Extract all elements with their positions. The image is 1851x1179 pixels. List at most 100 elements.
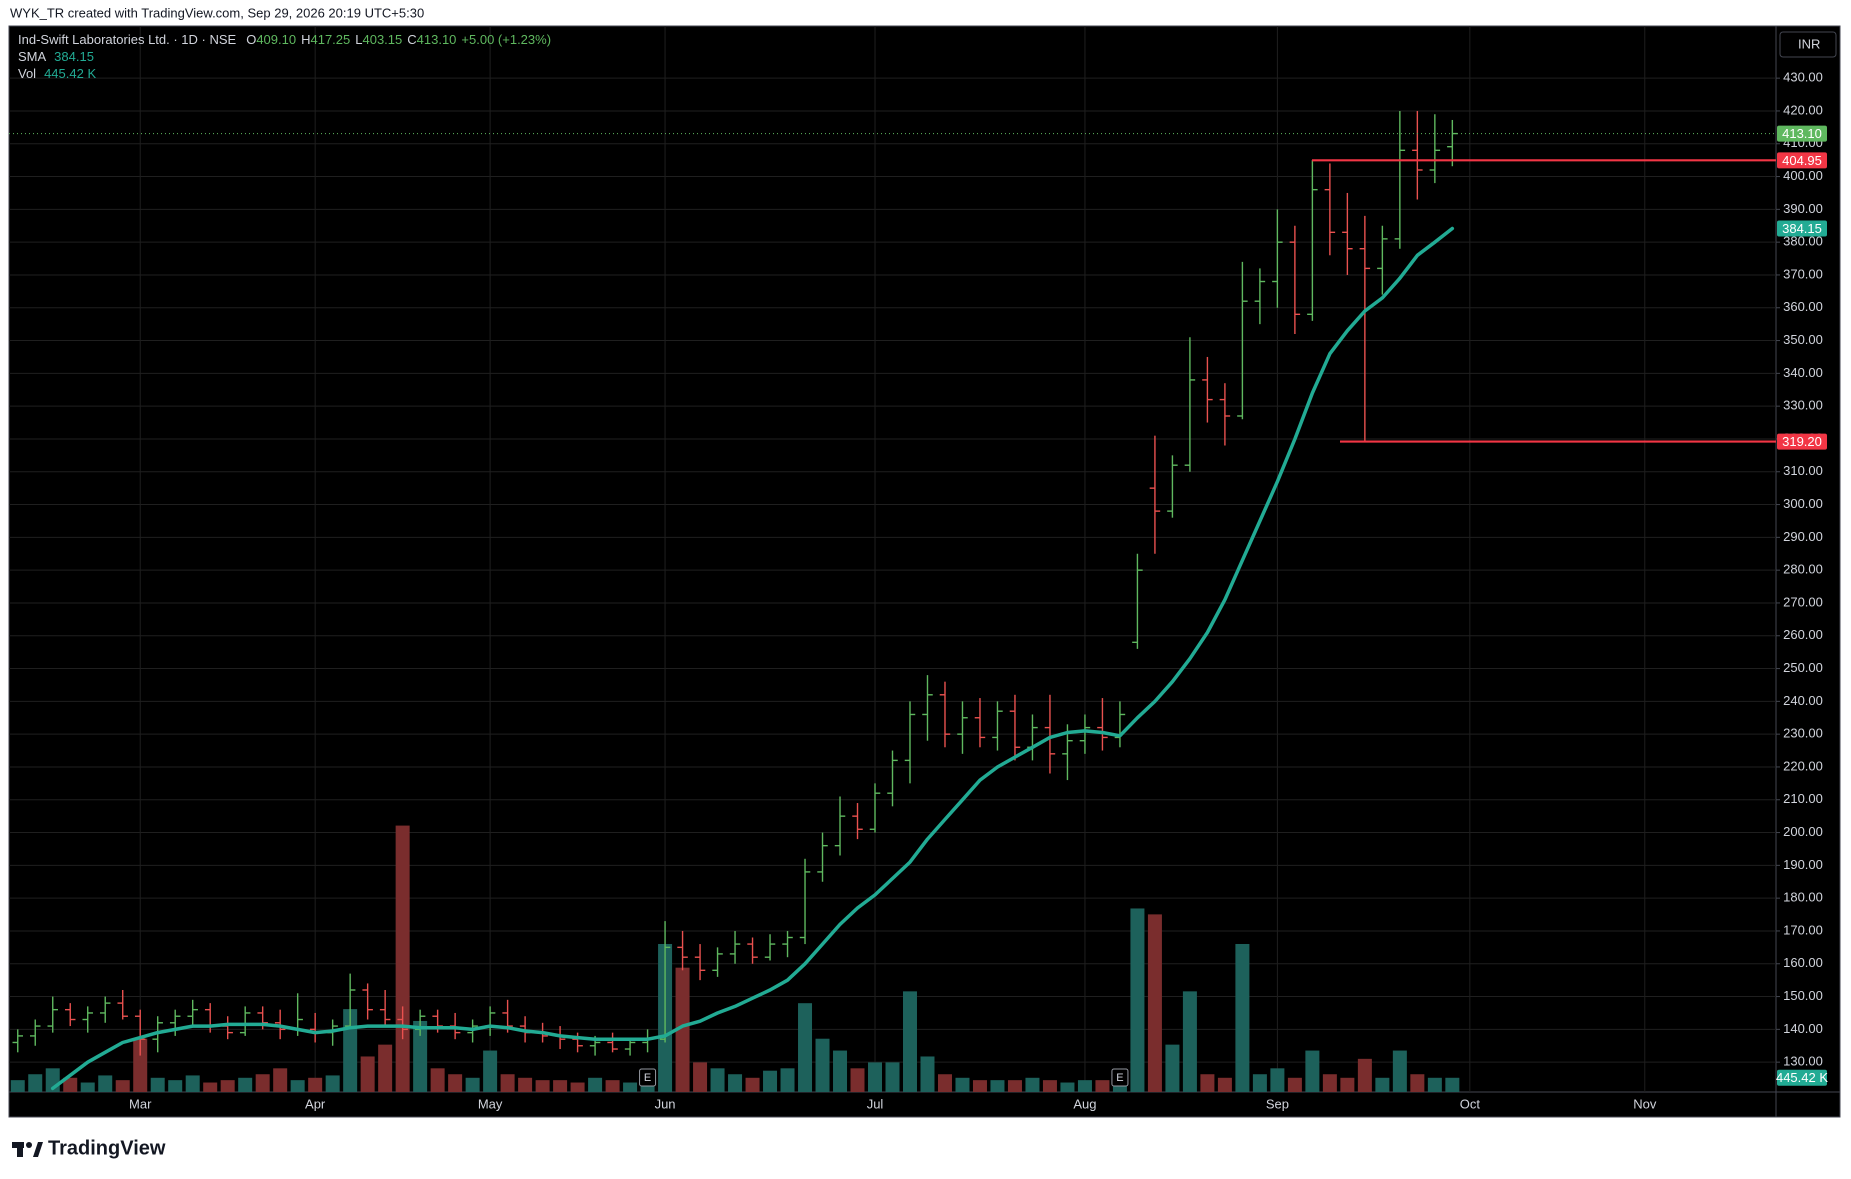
volume-bar (1375, 1077, 1390, 1092)
volume-bar (1235, 943, 1250, 1092)
volume-bar (413, 1020, 428, 1092)
y-tick-label: 250.00 (1783, 660, 1823, 675)
x-tick-label: Jul (867, 1096, 884, 1111)
x-tick-label: Aug (1073, 1096, 1096, 1111)
y-tick-label: 370.00 (1783, 266, 1823, 281)
legend-row: SMA 384.15 (18, 49, 94, 64)
y-tick-label: 420.00 (1783, 102, 1823, 117)
legend-sma-name: SMA (18, 49, 47, 64)
volume-bar (710, 1068, 725, 1092)
y-tick-label: 180.00 (1783, 890, 1823, 905)
y-tick-label: 260.00 (1783, 627, 1823, 642)
y-tick-label: 290.00 (1783, 529, 1823, 544)
volume-bar (1445, 1077, 1460, 1092)
volume-bar (28, 1074, 43, 1092)
event-marker (1111, 1068, 1129, 1087)
volume-bar (885, 1062, 900, 1092)
legend-ohlc-value: 417.25 (310, 32, 350, 47)
volume-bar (833, 1050, 848, 1092)
footer-brand: TradingView (48, 1137, 166, 1159)
volume-tag-box (1777, 1069, 1827, 1086)
volume-bar (1060, 1082, 1075, 1092)
x-tick-label: Nov (1633, 1096, 1657, 1111)
legend-ohlc-key: O (246, 32, 256, 47)
currency-label[interactable]: INR (1798, 36, 1820, 51)
x-tick-label: Apr (305, 1096, 326, 1111)
volume-bar (745, 1077, 760, 1092)
volume-bar (168, 1080, 183, 1092)
volume-bar (1270, 1068, 1285, 1092)
y-tick-label: 330.00 (1783, 398, 1823, 413)
volume-bar (868, 1062, 883, 1092)
volume-bar (780, 1068, 795, 1092)
credit: WYK_TR created with TradingView.com, Sep… (10, 5, 424, 20)
volume-bar (850, 1068, 865, 1092)
volume-bar (553, 1080, 568, 1092)
y-tick-label: 270.00 (1783, 594, 1823, 609)
volume-bar (185, 1075, 200, 1092)
currency-button-box[interactable] (1779, 31, 1837, 58)
volume-bar (483, 1050, 498, 1092)
volume-bar (1217, 1077, 1232, 1092)
y-tick-label: 280.00 (1783, 562, 1823, 577)
sma-tag-box (1777, 220, 1827, 237)
volume-bar (290, 1080, 305, 1092)
volume-bar (10, 1080, 25, 1092)
event-label: E (1116, 1072, 1123, 1084)
volume-bar (518, 1077, 533, 1092)
volume-bar (1007, 1080, 1022, 1092)
volume-bar (1095, 1080, 1110, 1092)
legend-ohlc-value: 409.10 (256, 32, 296, 47)
plot-area: 130.00 140.00 150.00 160.00 170.00 180.00 190.… (9, 26, 1828, 1111)
y-tick-label: 400.00 (1783, 168, 1823, 183)
legend-sma-value: 384.15 (54, 49, 94, 64)
volume-bar (1077, 1080, 1092, 1092)
volume-bar (500, 1074, 515, 1092)
volume-tag-label: 445.42 K (1776, 1070, 1828, 1085)
volume-bar (63, 1077, 78, 1092)
y-tick-label: 350.00 (1783, 332, 1823, 347)
y-tick-label: 130.00 (1783, 1054, 1823, 1069)
volume-bar (623, 1082, 638, 1092)
legend-ohlc-key: C (407, 32, 416, 47)
volume-bar (1042, 1080, 1057, 1092)
volume-bar (1252, 1074, 1267, 1092)
event-label: E (644, 1072, 651, 1084)
x-tick-label: Oct (1460, 1096, 1481, 1111)
volume-bar (1410, 1074, 1425, 1092)
level-tag-label: 319.20 (1782, 434, 1822, 449)
volume-bar (1112, 1082, 1127, 1092)
volume-bar (1392, 1050, 1407, 1092)
x-tick-label: Sep (1266, 1096, 1289, 1111)
sma-line (50, 226, 1455, 1091)
volume-bar (675, 967, 690, 1092)
volume-bar (133, 1038, 148, 1092)
volume-bar (972, 1080, 987, 1092)
y-tick-label: 140.00 (1783, 1021, 1823, 1036)
logo-part (17, 1142, 23, 1157)
volume-bar (1200, 1074, 1215, 1092)
y-tick-label: 310.00 (1783, 463, 1823, 478)
volume-bar (990, 1080, 1005, 1092)
logo-part (33, 1142, 43, 1157)
legend-title: Ind-Swift Laboratories Ltd. · 1D · NSE (18, 32, 237, 47)
volume-bar (570, 1082, 585, 1092)
volume-bar (1182, 991, 1197, 1092)
volume-bar (325, 1075, 340, 1092)
currency-button[interactable]: INR (1779, 31, 1837, 58)
last-price-tag-box (1777, 125, 1827, 142)
legend-ohlc-key: L (355, 32, 362, 47)
y-tick-label: 150.00 (1783, 988, 1823, 1003)
x-tick-label: May (478, 1096, 503, 1111)
volume-bar (728, 1074, 743, 1092)
volume-bar (693, 1062, 708, 1092)
volume-bar (395, 825, 410, 1092)
level-tag-box (1777, 433, 1827, 450)
logo-part (26, 1142, 32, 1148)
volume-bar (588, 1077, 603, 1092)
level-tag-label: 404.95 (1782, 153, 1822, 168)
legend-change: +5.00 (+1.23%) (461, 32, 551, 47)
volume-bar (98, 1075, 113, 1092)
volume-bar (430, 1068, 445, 1092)
volume-bar (815, 1038, 830, 1092)
